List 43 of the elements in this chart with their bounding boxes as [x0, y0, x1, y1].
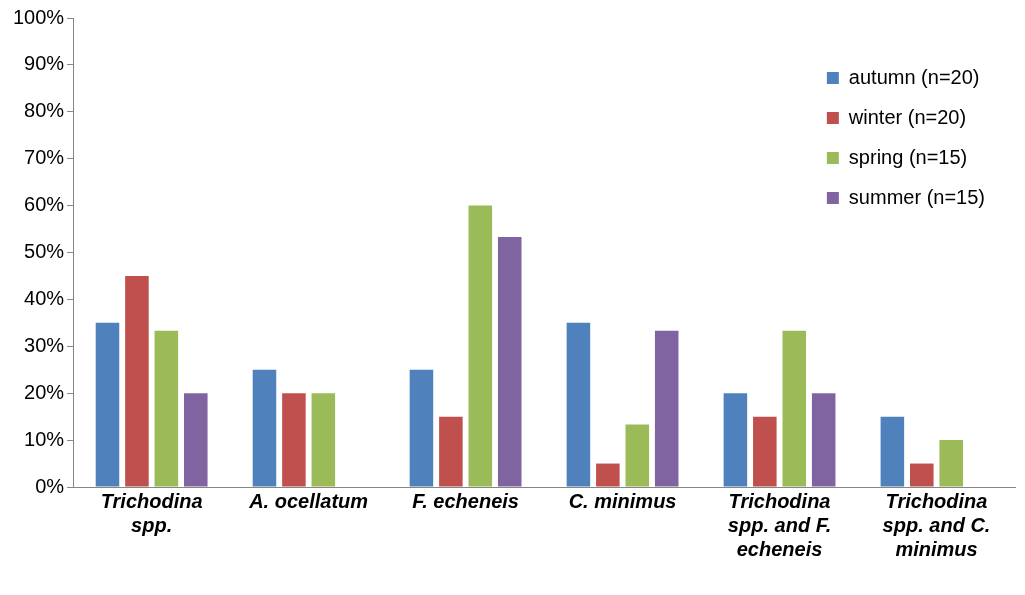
- x-tick-label: Trichodina spp.: [100, 489, 203, 536]
- bar: [439, 416, 463, 487]
- bar: [723, 393, 748, 487]
- y-tick-label: 80%: [24, 99, 65, 122]
- bar: [625, 424, 650, 487]
- bar: [654, 330, 679, 487]
- y-tick-label: 60%: [24, 193, 65, 216]
- bar: [125, 275, 149, 487]
- x-tick-label: C. minimus: [568, 489, 677, 512]
- bar: [566, 322, 591, 487]
- y-tick-label: 100%: [13, 5, 65, 28]
- bar: [910, 463, 934, 487]
- bar: [311, 393, 336, 487]
- y-tick-label: 10%: [24, 427, 65, 450]
- y-tick-label: 90%: [24, 52, 65, 75]
- y-tick-label: 70%: [24, 146, 65, 169]
- bar: [154, 330, 179, 487]
- y-tick-label: 0%: [35, 474, 65, 497]
- legend-label: spring (n=15): [848, 145, 968, 168]
- legend-label: summer (n=15): [848, 185, 985, 208]
- legend-label: winter (n=20): [847, 105, 967, 128]
- bar: [782, 330, 807, 487]
- y-tick-label: 40%: [24, 286, 65, 309]
- x-tick-label: A. ocellatum: [248, 489, 369, 512]
- bar: [939, 440, 963, 487]
- bar: [468, 205, 493, 487]
- y-tick-label: 30%: [24, 333, 65, 356]
- legend-label: autumn (n=20): [848, 65, 980, 88]
- bar: [880, 416, 905, 487]
- x-tick-label: F. echeneis: [412, 489, 519, 512]
- bar: [282, 393, 306, 487]
- y-tick-label: 50%: [24, 240, 65, 263]
- bar: [753, 416, 777, 487]
- bar: [596, 463, 620, 487]
- bar: [252, 369, 277, 487]
- bar: [95, 322, 120, 487]
- bar: [811, 393, 836, 487]
- bar: [497, 237, 522, 487]
- y-tick-label: 20%: [24, 380, 65, 403]
- bar: [184, 393, 208, 487]
- x-tick-label: Trichodina spp. and C. minimus: [882, 489, 991, 560]
- x-tick-label: Trichodina spp. and F. echeneis: [727, 489, 832, 560]
- bar: [409, 369, 434, 487]
